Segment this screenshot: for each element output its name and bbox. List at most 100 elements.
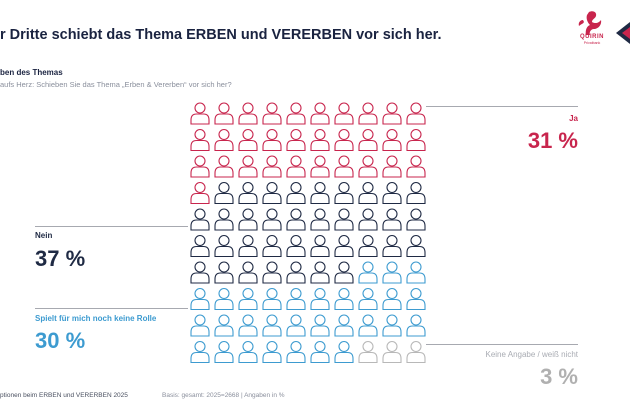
person-icon-nein (214, 234, 234, 258)
person-icon-ja (358, 155, 378, 178)
person-icon-nein (310, 234, 330, 258)
person-icon-ja (214, 102, 234, 125)
person-icon-nein (214, 261, 234, 284)
person-icon-spielt-f-r-mich-noch-keine-rolle (310, 287, 330, 311)
quirin-logo-icon (578, 11, 602, 36)
person-icon-nein (286, 261, 306, 284)
person-icon-spielt-f-r-mich-noch-keine-rolle (310, 340, 330, 364)
person-icon-nein (358, 234, 378, 258)
person-icon-ja (382, 128, 402, 152)
person-icon-nein (406, 208, 426, 231)
section-subtitle: ben des Themas (0, 68, 63, 77)
person-icon-ja (310, 128, 330, 152)
person-icon-ja (238, 155, 258, 178)
person-icon-spielt-f-r-mich-noch-keine-rolle (334, 314, 354, 337)
person-icon-keine-angabe-wei-nicht (358, 340, 378, 364)
person-icon-nein (214, 208, 234, 231)
person-icon-ja (214, 155, 234, 178)
person-icon-spielt-f-r-mich-noch-keine-rolle (286, 340, 306, 364)
person-icon-nein (238, 261, 258, 284)
person-icon-nein (310, 208, 330, 231)
keine-angabe-value: 3 % (540, 364, 578, 389)
person-icon-nein (406, 234, 426, 258)
person-icon-spielt-f-r-mich-noch-keine-rolle (262, 287, 282, 311)
person-icon-nein (190, 208, 210, 231)
person-icon-spielt-f-r-mich-noch-keine-rolle (358, 287, 378, 311)
nein-value: 37 % (35, 246, 86, 271)
nein-label: Nein (35, 231, 53, 240)
keine-rolle-divider-line (35, 308, 188, 309)
person-icon-spielt-f-r-mich-noch-keine-rolle (286, 287, 306, 311)
corner-arrow-icon (616, 22, 630, 44)
keine-angabe-label: Keine Angabe / weiß nicht (485, 350, 578, 359)
keine-rolle-label: Spielt für mich noch keine Rolle (35, 314, 157, 323)
person-icon-spielt-f-r-mich-noch-keine-rolle (358, 261, 378, 284)
person-icon-spielt-f-r-mich-noch-keine-rolle (406, 261, 426, 284)
footer-source: ptionen beim ERBEN und VERERBEN 2025 (0, 392, 128, 399)
ja-value: 31 % (527, 128, 578, 153)
person-icon-keine-angabe-wei-nicht (382, 340, 402, 364)
person-icon-nein (382, 234, 402, 258)
person-icon-nein (286, 181, 306, 205)
person-icon-nein (238, 208, 258, 231)
person-icon-ja (190, 128, 210, 152)
person-icon-spielt-f-r-mich-noch-keine-rolle (286, 314, 306, 337)
person-icon-ja (238, 102, 258, 125)
ja-label: Ja (569, 114, 578, 123)
person-icon-spielt-f-r-mich-noch-keine-rolle (214, 287, 234, 311)
person-icon-spielt-f-r-mich-noch-keine-rolle (334, 287, 354, 311)
survey-question: aufs Herz: Schieben Sie das Thema „Erben… (0, 80, 232, 89)
person-icon-ja (358, 128, 378, 152)
person-icon-spielt-f-r-mich-noch-keine-rolle (238, 340, 258, 364)
person-icon-nein (310, 261, 330, 284)
person-icon-grid (190, 102, 426, 364)
nein-divider-line (35, 226, 188, 227)
person-icon-spielt-f-r-mich-noch-keine-rolle (382, 261, 402, 284)
person-icon-ja (262, 128, 282, 152)
person-icon-spielt-f-r-mich-noch-keine-rolle (214, 340, 234, 364)
person-icon-nein (262, 181, 282, 205)
person-icon-ja (286, 155, 306, 178)
person-icon-ja (286, 102, 306, 125)
person-icon-spielt-f-r-mich-noch-keine-rolle (214, 314, 234, 337)
person-icon-ja (262, 155, 282, 178)
person-icon-spielt-f-r-mich-noch-keine-rolle (358, 314, 378, 337)
person-icon-nein (406, 181, 426, 205)
logo-wordmark: QUIRIN (580, 34, 604, 40)
person-icon-ja (406, 155, 426, 178)
person-icon-nein (334, 234, 354, 258)
person-icon-ja (190, 155, 210, 178)
logo-subtext: Privatbank (583, 41, 601, 45)
person-icon-nein (310, 181, 330, 205)
person-icon-spielt-f-r-mich-noch-keine-rolle (190, 340, 210, 364)
person-icon-ja (238, 128, 258, 152)
person-icon-spielt-f-r-mich-noch-keine-rolle (190, 287, 210, 311)
person-icon-ja (406, 102, 426, 125)
person-icon-ja (286, 128, 306, 152)
person-icon-nein (382, 208, 402, 231)
person-icon-ja (214, 128, 234, 152)
keine-rolle-value: 30 % (35, 328, 86, 353)
person-icon-nein (358, 181, 378, 205)
person-icon-keine-angabe-wei-nicht (406, 340, 426, 364)
person-icon-ja (310, 102, 330, 125)
person-icon-ja (382, 102, 402, 125)
person-icon-spielt-f-r-mich-noch-keine-rolle (310, 314, 330, 337)
footer-basis: Basis: gesamt: 2025=2668 | Angaben in % (162, 392, 285, 399)
person-icon-nein (262, 208, 282, 231)
keine-angabe-divider-line (426, 344, 578, 345)
person-icon-nein (238, 234, 258, 258)
person-icon-spielt-f-r-mich-noch-keine-rolle (382, 287, 402, 311)
person-icon-spielt-f-r-mich-noch-keine-rolle (238, 314, 258, 337)
person-icon-nein (262, 234, 282, 258)
person-icon-ja (310, 155, 330, 178)
person-icon-ja (406, 128, 426, 152)
person-icon-nein (262, 261, 282, 284)
person-icon-ja (382, 155, 402, 178)
person-icon-spielt-f-r-mich-noch-keine-rolle (190, 314, 210, 337)
person-icon-ja (190, 102, 210, 125)
person-icon-spielt-f-r-mich-noch-keine-rolle (406, 287, 426, 311)
person-icon-ja (190, 181, 210, 205)
person-icon-ja (358, 102, 378, 125)
person-icon-spielt-f-r-mich-noch-keine-rolle (262, 314, 282, 337)
